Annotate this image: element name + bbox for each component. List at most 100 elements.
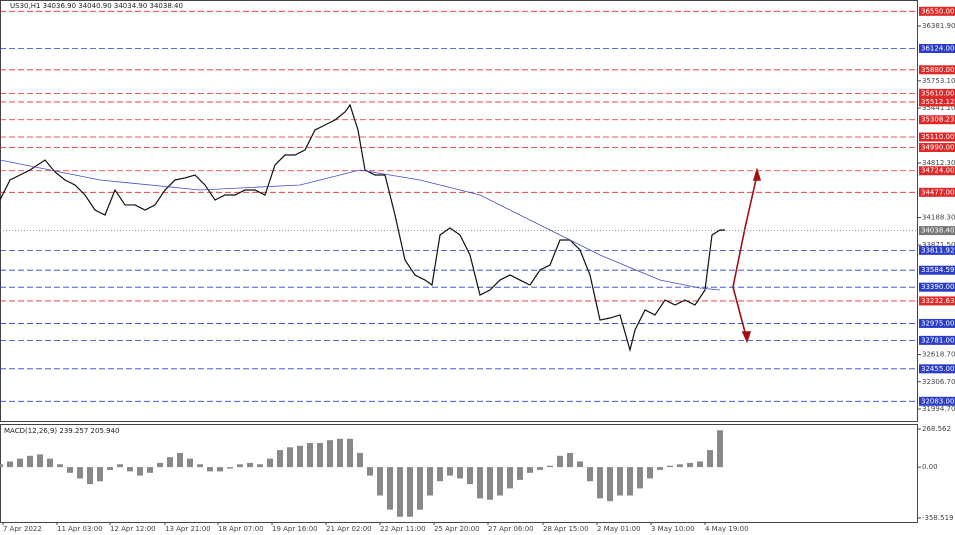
level-box [919, 88, 955, 98]
level-box [919, 44, 955, 54]
x-tick-label: 18 Apr 07:00 [218, 525, 264, 533]
macd-bar [7, 461, 13, 468]
macd-bar [367, 467, 373, 476]
level-label: 36550.00 [921, 7, 954, 15]
macd-bar [27, 455, 33, 468]
macd-bar [177, 452, 183, 468]
level-box [919, 6, 955, 16]
level-box [919, 265, 955, 275]
level-label: 33232.63 [921, 297, 954, 305]
macd-bar [347, 438, 353, 468]
level-label: 34990.00 [921, 144, 954, 152]
level-box [919, 115, 955, 125]
scenario-arrows [732, 167, 762, 344]
level-label: 32781.00 [921, 336, 954, 344]
x-tick-label: 28 Apr 15:00 [543, 525, 589, 533]
level-box [919, 187, 955, 197]
x-tick-label: 21 Apr 02:00 [326, 525, 372, 533]
macd-bar [457, 467, 463, 479]
level-box [919, 132, 955, 142]
level-box [919, 245, 955, 255]
macd-bar [547, 465, 553, 468]
x-tick-label: 27 Apr 06:00 [488, 525, 534, 533]
level-label: 35610.00 [921, 89, 954, 97]
macd-frame [0, 424, 918, 523]
level-label: 34724.00 [921, 167, 954, 175]
macd-bar [207, 467, 213, 472]
arrow-down [732, 286, 747, 337]
x-tick-label: 25 Apr 20:00 [434, 525, 480, 533]
level-box [919, 364, 955, 374]
macd-bar [157, 462, 163, 468]
macd-bar [247, 462, 253, 468]
level-label: 34477.00 [921, 188, 954, 196]
macd-bar [147, 467, 153, 473]
macd-bar [337, 438, 343, 468]
macd-bar [697, 461, 703, 468]
macd-bar [567, 452, 573, 468]
x-tick-label: 2 May 01:00 [597, 525, 641, 533]
x-tick-label: 3 May 10:00 [651, 525, 695, 533]
level-box [919, 65, 955, 75]
x-tick-label: 22 Apr 11:00 [380, 525, 426, 533]
macd-bar [607, 467, 613, 502]
macd-bar [597, 467, 603, 499]
macd-bar [97, 467, 103, 482]
macd-bar [17, 458, 23, 468]
macd-bar [377, 467, 383, 496]
macd-bar [477, 467, 483, 499]
price-line [0, 159, 721, 291]
level-label: 36124.00 [921, 45, 954, 53]
macd-bar [127, 467, 133, 472]
y-tick-label: 32306.70 [922, 378, 955, 386]
macd-bar [427, 467, 433, 496]
macd-bar [627, 467, 633, 496]
macd-bar [687, 462, 693, 468]
macd-tick-label: 0.00 [922, 463, 938, 471]
macd-bar [537, 467, 543, 470]
macd-bar [487, 467, 493, 500]
level-box [919, 318, 955, 328]
level-box [919, 396, 955, 406]
macd-bar [227, 467, 233, 469]
arrow-head [752, 167, 762, 181]
macd-bar [557, 455, 563, 468]
x-tick-label: 11 Apr 03:00 [57, 525, 103, 533]
macd-bar [447, 467, 453, 476]
macd-bar [577, 461, 583, 468]
y-tick-label: 35441.10 [922, 104, 955, 112]
level-label: 35880.00 [921, 66, 954, 74]
level-box [919, 97, 955, 107]
level-label: 33584.59 [921, 266, 954, 274]
macd-bar [167, 457, 173, 468]
macd-bar [117, 464, 123, 468]
macd-bar [497, 467, 503, 496]
macd-bar [317, 443, 323, 468]
macd-bar [707, 450, 713, 468]
level-label: 35110.00 [921, 133, 954, 141]
macd-bar [327, 440, 333, 468]
level-label: 32455.00 [921, 365, 954, 373]
macd-bar [47, 458, 53, 468]
last-price-box [919, 226, 955, 236]
macd-bar [587, 467, 593, 482]
level-box [919, 282, 955, 292]
macd-bar [137, 467, 143, 476]
macd-bar [0, 464, 3, 468]
macd-bar [527, 467, 533, 473]
last-price-label: 34038.40 [921, 227, 954, 235]
level-label: 35308.23 [921, 116, 954, 124]
macd-bar [67, 467, 73, 473]
macd-bar [87, 467, 93, 485]
macd-bar [77, 467, 83, 479]
y-tick-label: 33871.50 [922, 241, 955, 249]
level-box [919, 143, 955, 153]
y-tick-label: 34188.30 [922, 214, 955, 222]
macd-bar [507, 467, 513, 489]
level-label: 33811.92 [921, 246, 954, 254]
y-tick-label: 34812.30 [922, 159, 955, 167]
macd-bar [417, 467, 423, 510]
macd-bar [407, 467, 413, 517]
y-tick-label: 35753.10 [922, 77, 955, 85]
y-tick-label: 31994.70 [922, 405, 955, 413]
